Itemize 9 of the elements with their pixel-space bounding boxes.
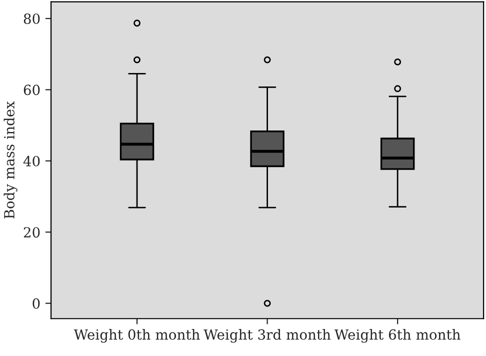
- y-tick-label: 60: [24, 84, 40, 96]
- x-tick-label: Weight 0th month: [74, 329, 200, 343]
- x-tick-label: Weight 3rd month: [204, 329, 331, 343]
- y-tick-label: 80: [24, 13, 40, 24]
- y-axis-title: Body mass index: [4, 101, 18, 219]
- x-tick-label: Weight 6th month: [334, 329, 460, 343]
- y-tick-label: 20: [24, 227, 40, 238]
- y-tick-label: 0: [32, 298, 40, 309]
- y-tick-label: 40: [23, 156, 40, 166]
